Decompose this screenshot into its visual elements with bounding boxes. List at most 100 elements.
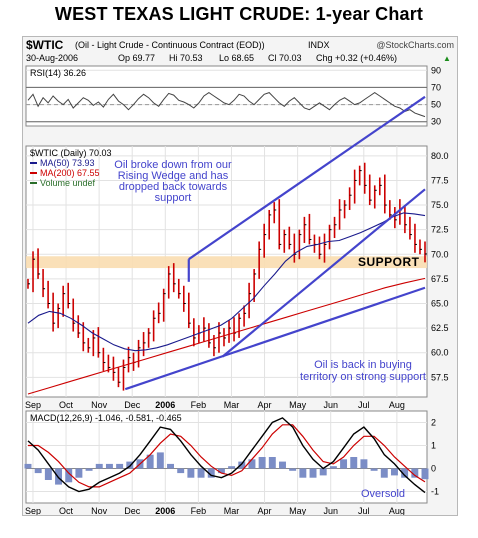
macd-histogram-bar [207,468,215,478]
macd-histogram-bar [258,457,266,469]
quote-change-arrow-icon: ▲ [443,54,451,63]
macd-histogram-bar [238,461,246,469]
macd-histogram-bar [390,468,398,476]
header-description: (Oil - Light Crude - Continuous Contract… [75,40,265,50]
macd-histogram-bar [411,468,419,478]
annotation-buying-line: Oil is back in buying [314,359,412,371]
price-ytick-label: 80.0 [431,151,449,161]
macd-histogram-bar [268,457,276,469]
wedge-upper-trendline [188,95,426,261]
legend-label: MA(200) 67.55 [40,168,100,178]
price-xtick-label: Jun [323,400,338,410]
macd-histogram-bar [75,468,83,478]
macd-xtick-label: 2006 [155,506,175,515]
quote-high: Hi 70.53 [169,53,203,63]
macd-histogram-bar [340,459,348,469]
macd-xtick-label: Feb [191,506,207,515]
rsi-ytick-label: 30 [431,117,441,127]
header-date: 30-Aug-2006 [26,53,78,63]
macd-xtick-label: Dec [124,506,141,515]
price-xtick-label: Jul [358,400,370,410]
price-ytick-label: 60.0 [431,348,449,358]
macd-xtick-label: Sep [25,506,41,515]
price-xtick-label: Sep [25,400,41,410]
price-ytick-label: 70.0 [431,249,449,259]
quote-close: Cl 70.03 [268,53,302,63]
annotation-breakdown-line: dropped back towards [119,181,228,193]
macd-histogram-bar [309,468,317,478]
price-xtick-label: Mar [224,400,240,410]
macd-histogram-bar [350,457,358,469]
macd-histogram-bar [85,468,93,471]
macd-histogram-bar [34,468,42,474]
macd-histogram-bar [187,468,195,478]
price-xtick-label: Apr [258,400,272,410]
macd-histogram-bar [116,463,124,469]
quote-low: Lo 68.65 [219,53,254,63]
rsi-ytick-label: 50 [431,100,441,110]
quote-change: Chg +0.32 (+0.46%) [316,53,397,63]
rsi-ytick-label: 90 [431,65,441,75]
price-ytick-label: 77.5 [431,175,449,185]
macd-histogram-bar [248,459,256,469]
macd-histogram-bar [360,459,368,469]
macd-histogram-bar [329,466,337,469]
price-xtick-label: May [289,400,307,410]
macd-xtick-label: Jun [323,506,338,515]
price-xtick-label: Aug [389,400,405,410]
price-ytick-label: 57.5 [431,372,449,382]
macd-title: MACD(12,26,9) -1.046, -0.581, -0.465 [30,413,182,423]
macd-histogram-bar [95,463,103,469]
macd-histogram-bar [65,468,73,483]
macd-histogram-bar [380,468,388,478]
price-xtick-label: Nov [91,400,108,410]
macd-xtick-label: Nov [91,506,108,515]
macd-ytick-label: 1 [431,441,436,451]
macd-plot-area [25,410,428,504]
macd-histogram-bar [24,463,32,469]
macd-xtick-label: Oct [59,506,74,515]
price-panel: 57.5 60.0 62.5 65.0 67.5 70.0 72.5 75.0 77.5 80.0… [25,95,449,410]
ma50-line [27,212,426,352]
macd-histogram-bar [126,461,134,469]
macd-histogram-bar [156,452,164,469]
macd-line [27,417,426,494]
macd-ytick-label: -1 [431,487,439,497]
macd-histogram-bar [146,454,154,469]
chart-svg: $WTIC (Oil - Light Crude - Continuous Co… [24,38,454,516]
annotation-buying-line: territory on strong support [300,371,426,383]
price-ytick-label: 65.0 [431,298,449,308]
header-symbol: $WTIC [26,38,64,52]
price-ytick-label: 72.5 [431,225,449,235]
macd-xtick-label: Aug [389,506,405,515]
macd-histogram-bar [197,468,205,478]
macd-signal-line [28,424,426,488]
wedge-lower-trendline [221,188,426,358]
price-ytick-label: 75.0 [431,200,449,210]
price-ytick-label: 62.5 [431,323,449,333]
macd-histogram-bar [55,468,63,485]
annotation-breakdown-line: support [155,192,192,204]
support-band [26,256,427,269]
macd-xtick-label: May [289,506,307,515]
legend-label: Volume undef [40,178,96,188]
macd-histogram-bar [228,466,236,469]
macd-xtick-label: Mar [224,506,240,515]
price-xtick-label: 2006 [155,400,175,410]
quote-open: Op 69.77 [118,53,155,63]
annotation-breakdown-line: Oil broke down from our [114,159,232,171]
macd-histogram-bar [289,468,297,471]
rsi-line [27,91,426,118]
macd-xtick-label: Apr [258,506,272,515]
macd-histogram-bar [401,468,409,478]
header-exchange: INDX [308,40,330,50]
ma200-line [27,277,426,395]
price-xtick-label: Oct [59,400,74,410]
macd-histogram-bar [319,468,327,476]
annotation-oversold: Oversold [361,488,405,500]
macd-xtick-label: Jul [358,506,370,515]
price-ytick-label: 67.5 [431,274,449,284]
price-xtick-label: Feb [191,400,207,410]
price-xtick-label: Dec [124,400,141,410]
macd-histogram-bar [299,468,307,478]
